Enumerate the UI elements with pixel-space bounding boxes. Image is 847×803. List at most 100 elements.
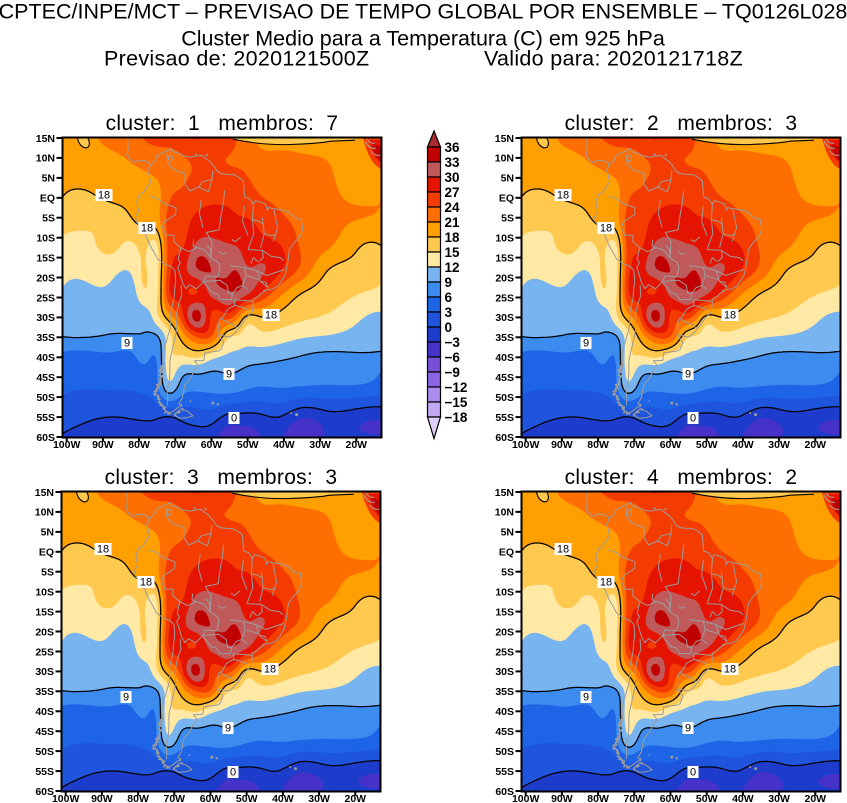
svg-text:EQ: EQ (40, 193, 55, 205)
svg-text:100W: 100W (52, 793, 80, 803)
svg-text:45S: 45S (35, 726, 54, 738)
svg-text:70W: 70W (624, 439, 646, 451)
svg-text:50S: 50S (495, 746, 514, 758)
svg-text:40W: 40W (272, 793, 294, 803)
svg-text:CPTEC/INPE/MCT – PREVISAO DE T: CPTEC/INPE/MCT – PREVISAO DE TEMPO GLOBA… (0, 0, 847, 24)
svg-text:cluster: 3 membros: 3: cluster: 3 membros: 3 (105, 466, 338, 489)
svg-text:40W: 40W (732, 439, 754, 451)
svg-text:80W: 80W (127, 793, 149, 803)
svg-text:−9: −9 (445, 365, 460, 380)
svg-text:60S: 60S (495, 786, 514, 798)
svg-text:EQ: EQ (39, 547, 54, 559)
svg-text:30W: 30W (768, 439, 790, 451)
svg-text:3: 3 (445, 305, 453, 320)
svg-text:EQ: EQ (499, 193, 514, 205)
svg-text:30: 30 (445, 170, 460, 185)
svg-text:70W: 70W (624, 793, 646, 803)
svg-text:70W: 70W (164, 793, 186, 803)
svg-text:40S: 40S (495, 706, 514, 718)
svg-text:80W: 80W (587, 439, 609, 451)
svg-text:Cluster Medio para a Temperatu: Cluster Medio para a Temperatura (C) em … (181, 27, 665, 51)
svg-text:5N: 5N (42, 173, 55, 185)
svg-text:35S: 35S (495, 332, 514, 344)
svg-text:60W: 60W (201, 439, 223, 451)
svg-text:100W: 100W (512, 439, 540, 451)
svg-text:40W: 40W (273, 439, 295, 451)
svg-text:12: 12 (445, 260, 460, 275)
svg-text:20W: 20W (346, 439, 368, 451)
svg-text:30S: 30S (35, 666, 54, 678)
svg-text:10N: 10N (495, 153, 514, 165)
svg-text:15S: 15S (495, 252, 514, 264)
svg-text:9: 9 (445, 275, 453, 290)
svg-text:5N: 5N (41, 527, 54, 539)
svg-text:30S: 30S (36, 312, 55, 324)
svg-text:20W: 20W (805, 793, 827, 803)
svg-text:10S: 10S (36, 233, 55, 245)
svg-text:60W: 60W (660, 439, 682, 451)
svg-text:15N: 15N (35, 487, 54, 499)
svg-text:−12: −12 (445, 380, 468, 395)
svg-text:25S: 25S (35, 646, 54, 658)
svg-text:35S: 35S (36, 332, 55, 344)
svg-text:35S: 35S (495, 686, 514, 698)
svg-text:10S: 10S (495, 587, 514, 599)
svg-text:5N: 5N (501, 173, 514, 185)
svg-text:15S: 15S (495, 606, 514, 618)
svg-text:33: 33 (445, 155, 461, 170)
svg-text:18: 18 (445, 230, 461, 245)
svg-text:90W: 90W (91, 793, 113, 803)
svg-text:36: 36 (445, 140, 461, 155)
svg-text:90W: 90W (551, 793, 573, 803)
svg-text:10N: 10N (495, 507, 514, 519)
svg-text:15N: 15N (36, 133, 55, 145)
svg-text:30W: 30W (309, 439, 331, 451)
svg-text:50W: 50W (237, 439, 259, 451)
svg-text:25S: 25S (495, 646, 514, 658)
svg-text:5N: 5N (501, 527, 514, 539)
svg-text:50W: 50W (696, 439, 718, 451)
svg-text:cluster: 4 membros: 2: cluster: 4 membros: 2 (565, 466, 798, 489)
svg-text:40S: 40S (35, 706, 54, 718)
svg-text:5S: 5S (42, 213, 55, 225)
svg-text:45S: 45S (36, 372, 55, 384)
svg-text:20W: 20W (805, 439, 827, 451)
svg-text:EQ: EQ (499, 547, 514, 559)
svg-text:21: 21 (445, 215, 461, 230)
svg-text:15N: 15N (495, 487, 514, 499)
svg-text:27: 27 (445, 185, 460, 200)
svg-text:20S: 20S (36, 272, 55, 284)
svg-text:50S: 50S (495, 392, 514, 404)
svg-text:30W: 30W (308, 793, 330, 803)
svg-text:0: 0 (445, 320, 453, 335)
svg-text:60W: 60W (660, 793, 682, 803)
svg-text:cluster: 2 membros: 3: cluster: 2 membros: 3 (565, 112, 798, 135)
svg-text:20S: 20S (495, 272, 514, 284)
svg-text:50W: 50W (696, 793, 718, 803)
svg-text:15: 15 (445, 245, 461, 260)
svg-text:10S: 10S (35, 587, 54, 599)
svg-text:90W: 90W (551, 439, 573, 451)
svg-text:45S: 45S (495, 372, 514, 384)
svg-text:10N: 10N (36, 153, 55, 165)
svg-text:60S: 60S (36, 432, 55, 444)
svg-text:80W: 80W (587, 793, 609, 803)
svg-text:30W: 30W (768, 793, 790, 803)
svg-text:50W: 50W (236, 793, 258, 803)
svg-text:25S: 25S (495, 292, 514, 304)
svg-text:70W: 70W (165, 439, 187, 451)
svg-text:55S: 55S (35, 766, 54, 778)
svg-text:−15: −15 (445, 395, 468, 410)
svg-text:55S: 55S (36, 412, 55, 424)
svg-text:5S: 5S (41, 567, 54, 579)
svg-text:20S: 20S (35, 626, 54, 638)
svg-text:55S: 55S (495, 766, 514, 778)
svg-text:60W: 60W (200, 793, 222, 803)
svg-text:6: 6 (445, 290, 453, 305)
svg-text:45S: 45S (495, 726, 514, 738)
svg-text:60S: 60S (495, 432, 514, 444)
svg-text:90W: 90W (92, 439, 114, 451)
svg-text:20S: 20S (495, 626, 514, 638)
svg-text:15S: 15S (35, 606, 54, 618)
svg-text:20W: 20W (345, 793, 367, 803)
